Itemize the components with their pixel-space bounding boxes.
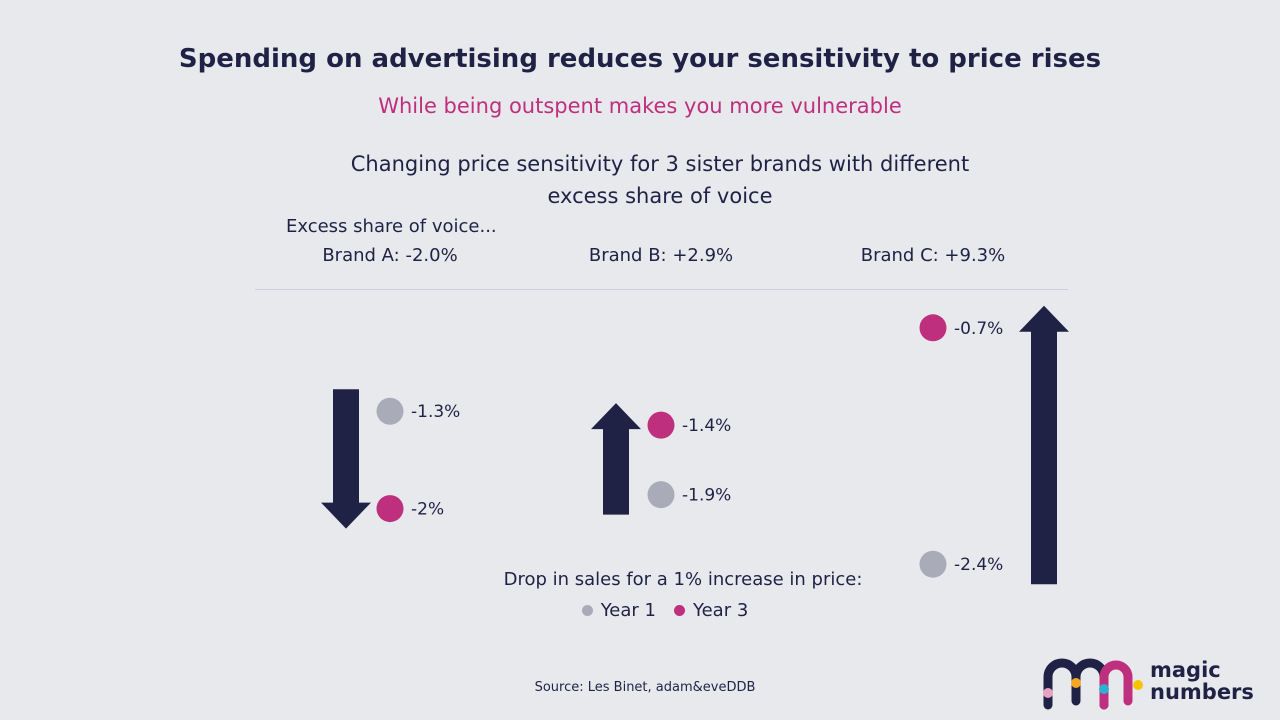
chart-title-line-1: Changing price sensitivity for 3 sister … [350,152,970,176]
page-subtitle: While being outspent makes you more vuln… [378,94,902,118]
brand-b-year-1-value-label: -1.9% [682,486,731,506]
brand-a-year-1-value-label: -1.3% [411,402,460,422]
brand-c-label: Brand C: +9.3% [860,245,1006,266]
legend-item-year-1: Year 1 [581,600,656,621]
legend-dot-year-3 [674,605,685,616]
logo-text: magic numbers [1150,659,1254,703]
brand-c-change-arrow [1019,305,1069,585]
brand-b-year-3-point [647,411,675,439]
brand-a-year-3-value-label: -2% [411,500,444,520]
chart-title-line-2: excess share of voice [547,184,773,208]
chart-title: Changing price sensitivity for 3 sister … [340,148,980,212]
logo-text-line-2: numbers [1150,680,1254,704]
legend-title: Drop in sales for a 1% increase in price… [503,569,863,590]
page-title: Spending on advertising reduces your sen… [178,44,1102,74]
magic-numbers-logo: magic numbers [1040,655,1255,710]
legend-label-year-3: Year 3 [693,600,749,621]
brand-c-year-1-point [919,550,947,578]
legend-label-year-1: Year 1 [600,600,656,621]
brand-a-change-arrow [321,389,371,529]
brand-b-label: Brand B: +2.9% [588,245,734,266]
esov-label: Excess share of voice... [286,216,497,237]
legend-dot-year-1 [581,605,593,616]
brand-b-year-3-value-label: -1.4% [682,416,731,436]
brand-b-year-1-point [647,481,675,509]
logo-mark-icon [1043,658,1143,710]
brand-a-label: Brand A: -2.0% [322,245,458,266]
header-divider [255,289,1068,290]
brand-a-year-1-point [376,397,404,425]
brand-c-year-1-value-label: -2.4% [954,555,1003,575]
legend-item-year-3: Year 3 [674,600,748,621]
source-note: Source: Les Binet, adam&eveDDB [534,680,756,695]
logo-text-line-1: magic [1150,658,1221,682]
brand-b-change-arrow [591,403,641,515]
brand-c-year-3-point [919,314,947,342]
legend: Year 1 Year 3 [0,600,1280,621]
chart-marks: -1.3% -2% -1.9% -1.4% -2.4% -0.7% [321,305,1069,585]
brand-c-year-3-value-label: -0.7% [954,319,1003,339]
brand-a-year-3-point [376,495,404,523]
